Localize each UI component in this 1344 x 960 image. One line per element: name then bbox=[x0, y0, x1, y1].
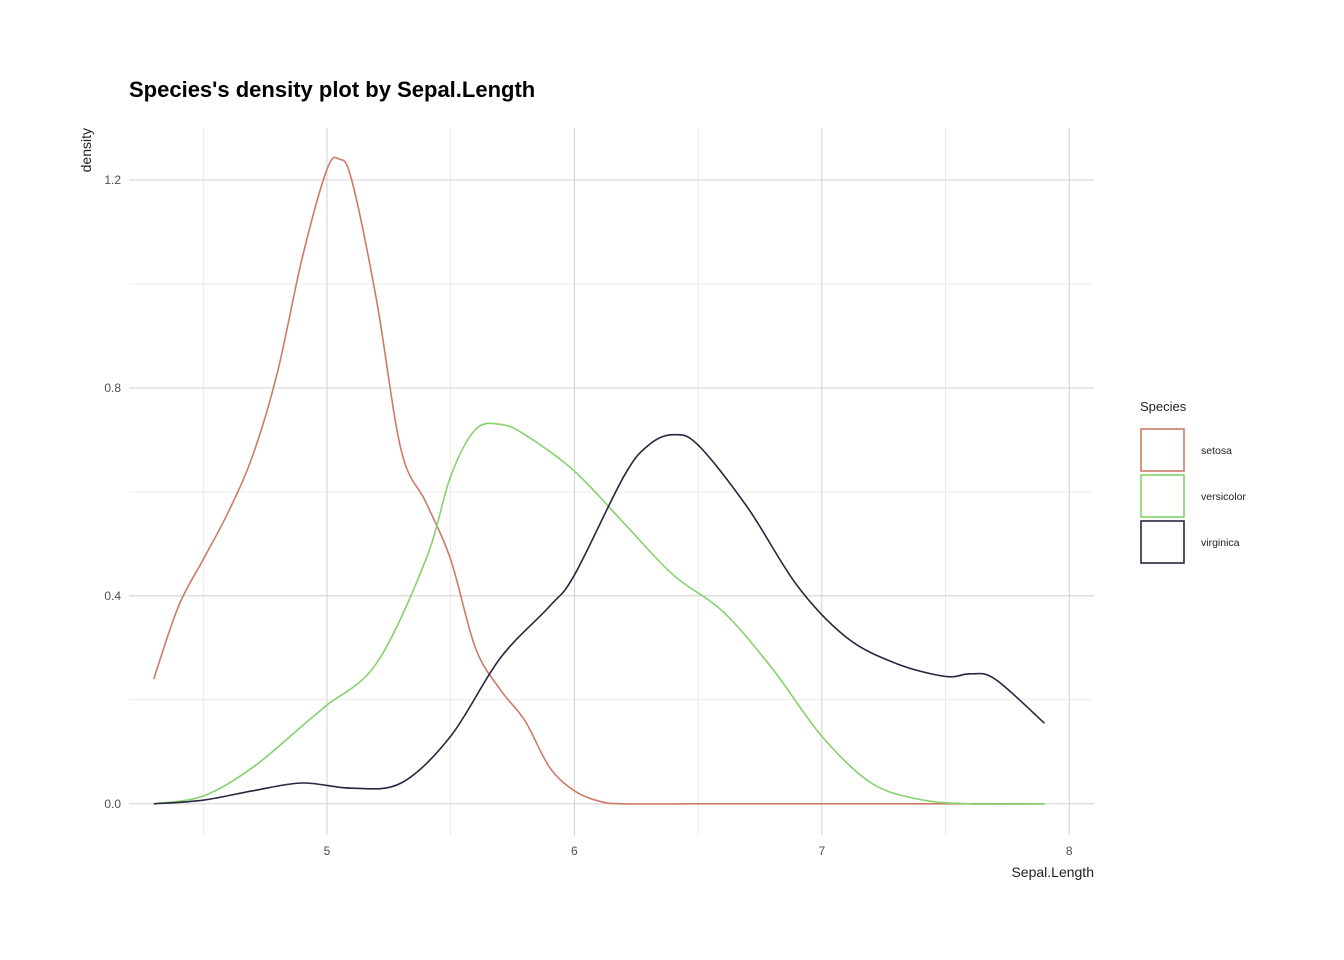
legend-title: Species bbox=[1140, 399, 1187, 414]
legend-items: setosa versicolor virginica bbox=[1140, 428, 1246, 564]
x-tick-label: 8 bbox=[1066, 844, 1073, 858]
legend: Species setosa versicolor virginica bbox=[1140, 399, 1246, 564]
legend-key-setosa bbox=[1140, 428, 1185, 472]
y-axis-title: density bbox=[78, 128, 94, 172]
x-tick-label: 5 bbox=[324, 844, 331, 858]
legend-key-virginica bbox=[1140, 520, 1185, 564]
series-line-virginica bbox=[153, 433, 1046, 805]
x-tick-label: 6 bbox=[571, 844, 578, 858]
legend-label-versicolor: versicolor bbox=[1201, 491, 1246, 503]
density-series bbox=[152, 156, 1046, 805]
y-tick-label: 1.2 bbox=[104, 173, 121, 187]
x-axis-ticks: 5 6 7 8 bbox=[324, 844, 1073, 858]
y-tick-label: 0.0 bbox=[104, 797, 121, 811]
x-axis-title: Sepal.Length bbox=[1011, 864, 1094, 880]
series-line-setosa bbox=[152, 156, 1045, 805]
legend-label-virginica: virginica bbox=[1201, 537, 1240, 549]
y-tick-label: 0.8 bbox=[104, 381, 121, 395]
grid-lines bbox=[129, 128, 1094, 835]
series-line-versicolor bbox=[153, 422, 1045, 805]
y-axis-ticks: 0.0 0.4 0.8 1.2 bbox=[104, 173, 121, 811]
y-tick-label: 0.4 bbox=[104, 589, 121, 603]
x-tick-label: 7 bbox=[818, 844, 825, 858]
legend-key-versicolor bbox=[1140, 474, 1185, 518]
legend-label-setosa: setosa bbox=[1201, 445, 1232, 457]
chart-title: Species's density plot by Sepal.Length bbox=[129, 77, 535, 102]
